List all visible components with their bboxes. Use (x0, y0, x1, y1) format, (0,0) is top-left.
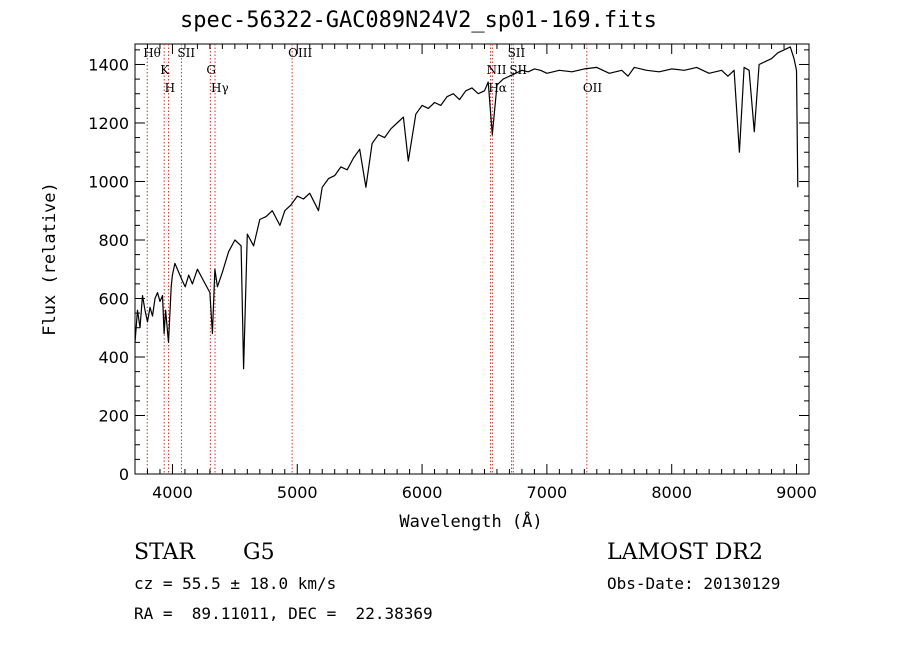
spectral-line-label: K (160, 63, 170, 77)
x-axis-label: Wavelength (Å) (399, 512, 543, 532)
spectral-line-label: Hγ (211, 81, 229, 95)
observation-date: Obs-Date: 20130129 (607, 574, 781, 593)
coordinates: RA = 89.11011, DEC = 22.38369 (134, 604, 433, 623)
x-tick-label: 9000 (776, 483, 817, 502)
spectral-line-label: SII (508, 46, 526, 60)
y-tick-label: 600 (98, 289, 129, 308)
y-tick-label: 400 (98, 348, 129, 367)
spectral-line-label: NII (486, 63, 506, 77)
spectral-line-label: G (206, 63, 216, 77)
y-tick-label: 0 (119, 465, 129, 484)
x-tick-label: 6000 (402, 483, 443, 502)
spectral-line-label: SII (509, 63, 527, 77)
redshift-cz: cz = 55.5 ± 18.0 km/s (134, 574, 337, 593)
spectral-line-label: OIII (288, 46, 312, 60)
object-subclass: G5 (243, 540, 275, 565)
spectrum-line (134, 46, 799, 370)
y-tick-label: 1400 (88, 55, 129, 74)
x-tick-label: 4000 (152, 483, 193, 502)
spectral-line-label: Hθ (143, 46, 161, 60)
y-tick-label: 1000 (88, 172, 129, 191)
survey-name: LAMOST DR2 (607, 540, 763, 565)
y-tick-label: 1200 (88, 114, 129, 133)
spectral-line-label: H (165, 81, 175, 95)
chart-title: spec-56322-GAC089N24V2_sp01-169.fits (180, 8, 657, 33)
spectral-line-label: Hα (488, 81, 507, 95)
x-tick-label: 8000 (651, 483, 692, 502)
plot-frame (134, 43, 810, 475)
y-tick-label: 200 (98, 406, 129, 425)
spectral-line-label: SII (177, 46, 195, 60)
y-tick-label: 800 (98, 231, 129, 250)
x-tick-label: 5000 (277, 483, 318, 502)
x-tick-label: 7000 (527, 483, 568, 502)
spectral-line-label: OII (583, 81, 603, 95)
object-class: STAR (134, 540, 195, 565)
y-axis-label: Flux (relative) (40, 182, 60, 336)
